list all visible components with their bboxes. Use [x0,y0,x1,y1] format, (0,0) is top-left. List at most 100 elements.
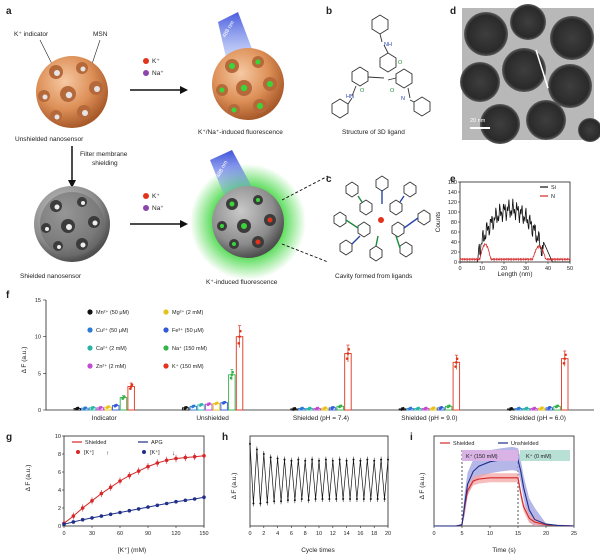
nh-label-1: NH [384,42,392,48]
data-point [183,498,188,503]
data-point [208,402,211,405]
data-point [331,459,334,462]
panel-e-ytick-label: 160 [448,180,457,186]
si-line [460,198,570,263]
data-point [90,499,94,503]
data-point [155,461,160,465]
legend-ion-label: Zn²⁺ (2 mM) [96,363,126,370]
panel-e-ytick-label: 100 [448,210,457,216]
legend-ion-dot [87,309,93,315]
panel-i-xtick-label: 20 [543,531,549,537]
panel-d: d 20 nm [450,4,600,144]
data-point [346,352,350,355]
k150-label: K⁺ (150 mM) [466,453,498,460]
legend-ion-label: Fe³⁺ (50 μM) [172,327,204,334]
fluor-caption-bottom: K⁺-induced fluorescence [206,279,278,286]
panel-i-xtick-label: 25 [571,531,577,537]
panel-h-ylabel: Δ F (a.u.) [231,473,238,500]
panel-g-ytick-label: 6 [58,470,61,476]
series-line [434,477,575,527]
data-point [90,516,94,520]
legend-si: Si [551,185,556,191]
panel-c-label: c [326,174,332,185]
data-point [237,341,241,345]
panel-e-ylabel: Counts [435,211,442,232]
legend-ion-dot [163,345,169,351]
data-point [533,406,537,410]
data-point [318,459,320,462]
k-marker-red [76,450,80,454]
panel-i-xlabel: Time (s) [492,547,516,554]
data-point [230,373,234,377]
data-point [308,406,312,410]
panel-h-xtick-label: 10 [316,531,322,537]
panel-f-ytick-label: 15 [35,298,41,304]
scale-label: 20 nm [470,118,486,124]
panel-i-ylabel: Δ F (a.u.) [419,473,426,500]
k-arrow-down: ↓ [172,450,175,457]
legend-ion-label: Mg²⁺ (2 mM) [172,309,203,316]
k-marker-blue [142,450,146,454]
panel-h-xlabel: Cycle times [301,547,335,554]
panel-b-caption: Structure of 3D ligand [342,129,405,136]
data-point [304,459,307,462]
legend-ion-dot [87,345,93,351]
cavity-structure-drawing [333,175,431,262]
data-point [92,405,95,409]
k-indicator-label: K⁺ indicator [14,31,49,38]
panel-f-ytick-label: 0 [38,408,41,414]
data-point [136,469,141,473]
data-point [80,517,85,522]
panel-h-xtick-label: 18 [371,531,377,537]
panel-h-label: h [222,432,228,443]
k-ion-dot-bottom [143,193,149,199]
group-label: Indicator [92,415,118,422]
data-point [99,514,104,518]
unshielded-caption: Unshielded nanosensor [15,136,84,143]
data-point [129,387,132,390]
data-point [108,485,113,490]
data-point [548,405,552,409]
data-point [454,365,457,368]
legend-k-top: K⁺ [152,58,160,65]
data-point [239,329,242,333]
data-point [562,361,566,365]
data-point [80,506,85,510]
data-point [417,406,420,410]
fluorescent-sphere-top: 488 nm [212,12,284,120]
data-point [118,479,122,483]
panel-e: e Counts Length (nm) 0 10 20 30 40 50 0 20 40 60 8… [435,174,573,278]
group-label: Unshielded [196,415,229,422]
data-point [563,357,567,360]
data-point [130,383,134,387]
legend-na-top: Na⁺ [152,70,164,77]
data-point [146,464,150,469]
panel-a-label: a [6,6,12,17]
k-ion-cavity [378,217,384,223]
data-point [127,473,132,478]
data-point [238,335,241,338]
error-band [434,446,574,526]
nh-label-3: N [401,96,405,102]
data-point [223,400,227,404]
data-point [107,405,111,408]
data-point [345,459,348,462]
panel-e-ytick-label: 80 [451,220,457,226]
data-point [249,442,251,445]
panel-e-ytick-label: 20 [451,250,457,256]
panel-g-ytick-label: 4 [58,488,61,494]
data-point [455,357,459,361]
data-point [118,510,122,515]
legend-ion-dot [163,309,169,315]
series-line [63,455,205,524]
panel-g: g Δ F (a.u.) [K⁺] (mM) 0 30 60 90 120 150 0 2 4 6… [6,432,209,554]
data-point [373,459,376,462]
data-point [541,406,544,409]
data-point [215,401,219,405]
data-point [200,403,204,406]
data-point [84,406,88,409]
panel-h: h Δ F (a.u.) Cycle times 0 2 4 6 8 10 12 14 16 18… [222,432,391,554]
legend-ion-dot [163,363,169,369]
panel-h-xtick-label: 4 [276,531,279,537]
panel-e-ytick-label: 120 [448,200,457,206]
